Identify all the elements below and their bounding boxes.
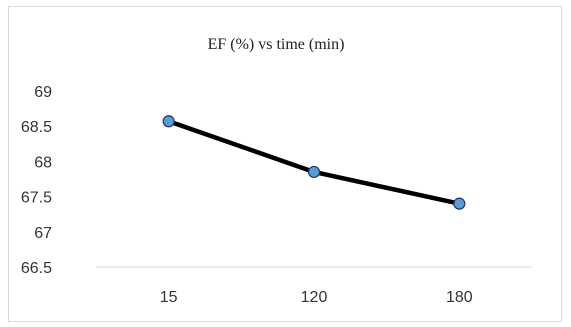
x-axis-ticks: 15 120 180 xyxy=(160,289,473,306)
series-line xyxy=(166,119,462,206)
series-group xyxy=(162,115,466,210)
y-tick-label: 67 xyxy=(34,225,52,242)
y-tick-label: 66.5 xyxy=(21,260,52,277)
data-point xyxy=(453,197,466,210)
y-tick-label: 69 xyxy=(34,84,52,101)
data-point xyxy=(162,115,175,128)
x-tick-label: 15 xyxy=(160,289,178,306)
x-tick-label: 120 xyxy=(301,289,328,306)
y-tick-label: 68.5 xyxy=(21,119,52,136)
data-point xyxy=(307,165,321,179)
x-tick-label: 180 xyxy=(446,289,473,306)
y-tick-label: 67.5 xyxy=(21,190,52,207)
y-axis-ticks: 69 68.5 68 67.5 67 66.5 xyxy=(21,84,52,277)
y-tick-label: 68 xyxy=(34,154,52,171)
chart-title: EF (%) vs time (min) xyxy=(208,36,345,53)
